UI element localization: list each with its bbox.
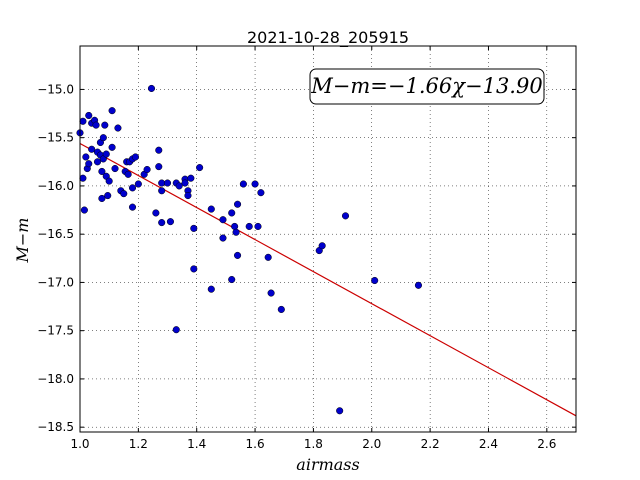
data-point — [181, 179, 189, 187]
data-point — [163, 179, 172, 187]
data-point — [155, 163, 163, 171]
x-tick-label: 2.4 — [479, 437, 498, 451]
data-point — [102, 150, 110, 158]
y-tick-labels: −15.0 −15.5 −16.0 −16.5 −17.0 −17.5 −18.0 −18.5 — [37, 82, 74, 434]
data-point — [166, 218, 174, 226]
data-point — [152, 209, 160, 217]
data-point — [147, 84, 156, 93]
data-point — [85, 111, 93, 120]
data-point — [187, 174, 195, 182]
y-tick-label: −15.0 — [37, 82, 74, 96]
data-point — [85, 160, 93, 168]
y-tick-label: −17.5 — [37, 324, 74, 338]
data-point — [172, 326, 180, 334]
plot-frame — [79, 45, 577, 433]
data-point — [184, 192, 192, 200]
data-point — [219, 234, 227, 242]
data-point — [134, 180, 142, 188]
data-point — [158, 187, 166, 195]
data-point — [245, 222, 253, 231]
y-tick-label: −17.0 — [37, 275, 74, 289]
data-point — [120, 190, 128, 198]
data-point — [158, 219, 166, 227]
data-point — [124, 170, 132, 178]
data-point — [80, 206, 88, 214]
data-point — [175, 182, 183, 190]
y-tick-label: −18.5 — [37, 420, 74, 434]
data-point — [234, 200, 242, 208]
data-point — [371, 276, 379, 285]
x-tick-label: 2.2 — [421, 437, 440, 451]
x-tick-labels: 1.0 1.2 1.4 1.6 1.8 2.0 2.2 2.4 2.6 — [70, 437, 556, 451]
data-point — [341, 212, 350, 220]
data-point — [82, 153, 90, 161]
x-tick-label: 1.4 — [187, 437, 206, 451]
chart-title: 2021-10-28_205915 — [247, 28, 409, 48]
data-point — [143, 165, 151, 174]
y-axis-label: M−m — [13, 218, 32, 264]
y-tick-label: −16.0 — [37, 179, 74, 193]
x-tick-label: 1.0 — [70, 437, 89, 451]
data-points — [76, 84, 422, 415]
data-point — [257, 189, 265, 197]
ticks — [79, 46, 576, 432]
data-point — [207, 285, 215, 293]
data-point — [254, 222, 262, 231]
data-point — [231, 222, 239, 231]
data-point — [228, 275, 236, 284]
data-point — [234, 251, 242, 259]
data-point — [108, 107, 116, 115]
data-point — [79, 117, 87, 125]
data-point — [98, 167, 106, 175]
data-point — [98, 194, 106, 203]
x-tick-label: 2.6 — [537, 437, 556, 451]
data-point — [92, 121, 100, 129]
data-point — [101, 121, 109, 129]
data-point — [93, 158, 102, 166]
data-point — [239, 180, 247, 188]
data-point — [318, 242, 326, 250]
data-point — [128, 203, 137, 211]
y-tick-label: −18.0 — [37, 372, 74, 386]
data-point — [108, 143, 116, 151]
data-point — [264, 253, 272, 261]
annotation-box — [309, 68, 545, 105]
y-tick-label: −15.5 — [37, 131, 74, 145]
data-point — [155, 146, 163, 154]
data-point — [228, 209, 236, 217]
x-tick-label: 1.2 — [129, 437, 148, 451]
data-point — [190, 224, 198, 232]
data-point — [131, 153, 139, 161]
x-tick-label: 2.0 — [362, 437, 381, 451]
data-point — [104, 192, 112, 200]
data-point — [336, 407, 344, 415]
data-point — [251, 180, 259, 188]
data-point — [219, 216, 227, 224]
data-point — [414, 281, 422, 289]
data-point — [105, 177, 113, 185]
data-point — [114, 124, 122, 132]
fit-equation-annotation: M−m=−1.66χ−13.90 — [310, 74, 542, 98]
data-point — [99, 134, 107, 142]
data-point — [207, 205, 215, 213]
data-point — [79, 174, 87, 182]
x-tick-label: 1.6 — [246, 437, 265, 451]
y-tick-label: −16.5 — [37, 227, 74, 241]
data-point — [267, 289, 275, 297]
data-point — [232, 228, 240, 236]
data-point — [128, 184, 137, 192]
data-point — [190, 265, 198, 273]
data-point — [111, 165, 119, 173]
data-point — [277, 305, 285, 313]
x-tick-label: 1.8 — [304, 437, 323, 451]
x-axis-label: airmass — [296, 455, 359, 474]
data-point — [196, 164, 204, 172]
data-point — [88, 145, 96, 153]
